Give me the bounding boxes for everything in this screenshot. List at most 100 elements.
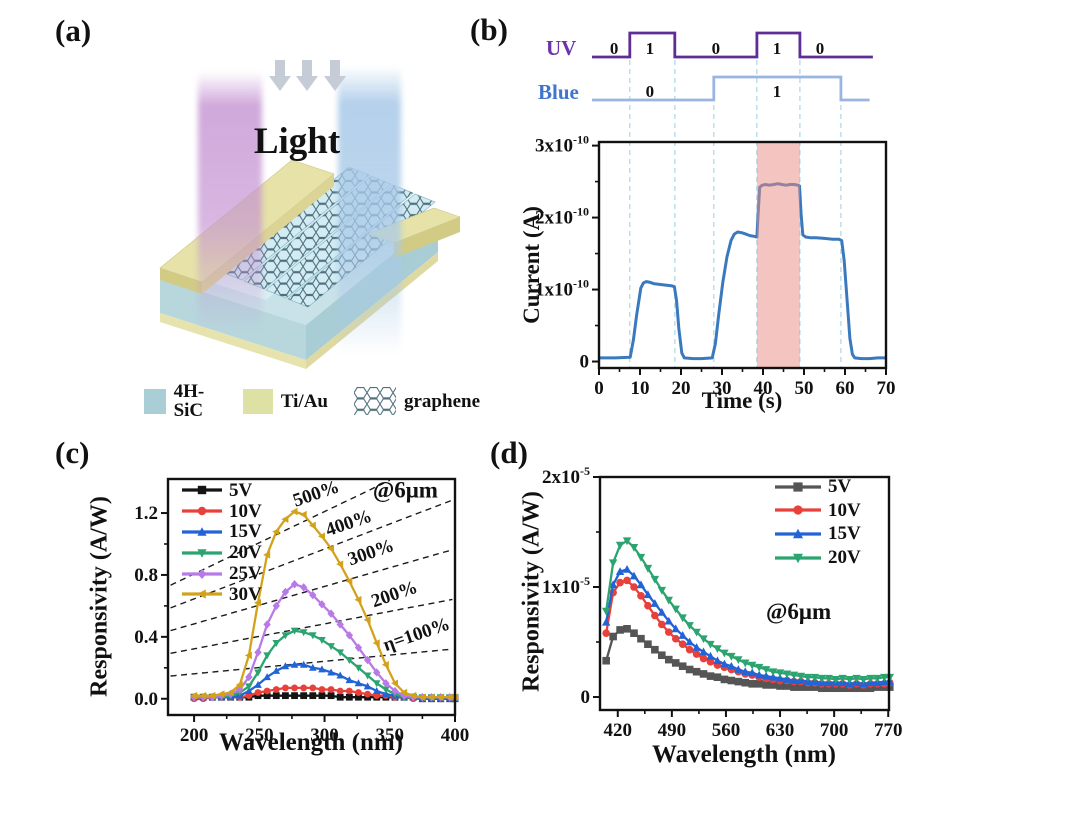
marker-triangle-up-icon <box>263 673 271 681</box>
x-tick-label: 350 <box>376 725 405 746</box>
marker-triangle-down-icon <box>336 649 344 657</box>
marker-triangle-up-icon <box>793 528 803 539</box>
down-arrow-icon <box>296 60 318 91</box>
marker-square-icon <box>831 684 840 693</box>
x-tick-label: 0 <box>594 378 604 399</box>
marker-square-icon <box>282 692 289 700</box>
marker-triangle-up-icon <box>299 660 308 668</box>
marker-triangle-left-icon <box>363 616 371 624</box>
marker-circle-icon <box>336 687 344 695</box>
marker-square-icon <box>272 692 280 700</box>
marker-diamond-icon <box>254 648 262 657</box>
legend-marker-20V <box>775 553 821 563</box>
marker-triangle-left-icon <box>208 691 216 700</box>
legend-label: 5V <box>828 476 852 498</box>
marker-triangle-down-icon <box>327 643 335 651</box>
marker-square-icon <box>734 677 743 686</box>
marker-triangle-up-icon <box>345 676 354 684</box>
marker-triangle-left-icon <box>199 691 207 700</box>
y-tick-label: 0 <box>581 687 591 708</box>
marker-triangle-down-icon <box>318 636 326 644</box>
marker-triangle-down-icon <box>824 674 833 683</box>
marker-square-icon <box>355 693 362 701</box>
signal-trace-Blue <box>592 75 870 102</box>
marker-circle-icon <box>671 634 680 643</box>
x-tick-label: 250 <box>245 725 274 746</box>
marker-triangle-down-icon <box>796 672 806 681</box>
marker-triangle-left-icon <box>372 639 380 647</box>
y-axis-label: Responsivity (A/W) <box>86 496 113 697</box>
marker-triangle-up-icon <box>197 527 207 536</box>
marker-circle-icon <box>706 658 715 666</box>
x-tick-label: 630 <box>766 720 795 741</box>
marker-triangle-down-icon <box>678 614 687 623</box>
legend-item-5V: 5V <box>180 480 262 501</box>
legend-item-graphene: graphene <box>354 387 480 415</box>
eqe-label: 400% <box>323 506 375 541</box>
series-markers-30V <box>190 507 458 702</box>
marker-triangle-down-icon <box>713 645 722 654</box>
marker-circle-icon <box>630 583 638 591</box>
marker-triangle-up-icon <box>664 616 673 625</box>
marker-triangle-down-icon <box>866 674 875 683</box>
x-tick-label: 70 <box>877 378 896 399</box>
marker-triangle-left-icon <box>217 690 225 698</box>
bit-label: 1 <box>773 82 782 101</box>
marker-circle-icon <box>685 645 694 654</box>
bit-label: 1 <box>773 39 782 58</box>
marker-triangle-up-icon <box>629 571 639 580</box>
marker-square-icon <box>790 683 798 691</box>
marker-triangle-down-icon <box>838 674 847 683</box>
marker-triangle-up-icon <box>775 673 785 682</box>
marker-triangle-down-icon <box>873 674 882 683</box>
marker-triangle-up-icon <box>372 687 381 695</box>
legend-label: 20V <box>229 542 262 564</box>
marker-triangle-up-icon <box>245 687 253 695</box>
blue-signal-label: Blue <box>538 80 579 104</box>
marker-square-icon <box>336 693 344 701</box>
legend-marker-30V <box>182 589 222 599</box>
marker-triangle-left-icon <box>263 551 271 559</box>
marker-circle-icon <box>651 611 659 620</box>
marker-square-icon <box>713 673 722 682</box>
panel-a-label: (a) <box>55 13 92 48</box>
marker-triangle-left-icon <box>190 691 198 700</box>
marker-triangle-down-icon <box>699 635 708 644</box>
marker-triangle-down-icon <box>629 544 639 552</box>
marker-triangle-up-icon <box>615 567 625 576</box>
marker-circle-icon <box>699 654 708 663</box>
marker-triangle-down-icon <box>363 672 372 680</box>
marker-triangle-up-icon <box>650 599 660 607</box>
marker-square-icon <box>769 681 777 689</box>
marker-triangle-down-icon <box>775 669 785 678</box>
y-tick-label: 0.4 <box>134 627 158 648</box>
down-arrow-icon <box>269 60 291 91</box>
marker-square-icon <box>609 632 617 641</box>
marker-square-icon <box>692 667 701 676</box>
light-label: Light <box>253 121 341 162</box>
marker-triangle-up-icon <box>327 668 335 676</box>
marker-triangle-down-icon <box>734 656 743 665</box>
legend-item-4H-SiC: 4H-SiC <box>144 382 217 420</box>
marker-triangle-down-icon <box>615 541 625 550</box>
marker-square-icon <box>616 626 624 634</box>
marker-square-icon <box>664 655 673 664</box>
marker-diamond-icon <box>299 583 308 592</box>
marker-square-icon <box>824 684 833 693</box>
marker-circle-icon <box>623 576 631 585</box>
marker-triangle-left-icon <box>272 527 280 536</box>
marker-triangle-down-icon <box>636 553 646 562</box>
y-axis-label: Current (A) <box>519 206 544 324</box>
annotation-6um: @6μm <box>766 599 831 625</box>
panel-b-label: (b) <box>470 12 508 47</box>
panel-d-label: (d) <box>490 435 528 470</box>
marker-square-icon <box>776 682 784 690</box>
bit-label: 0 <box>610 39 619 58</box>
marker-triangle-down-icon <box>789 671 799 680</box>
marker-triangle-up-icon <box>671 624 680 633</box>
legend-marker-20V <box>182 548 222 558</box>
x-tick-label: 770 <box>874 720 903 741</box>
marker-square-icon <box>197 486 207 495</box>
marker-triangle-down-icon <box>664 596 673 605</box>
